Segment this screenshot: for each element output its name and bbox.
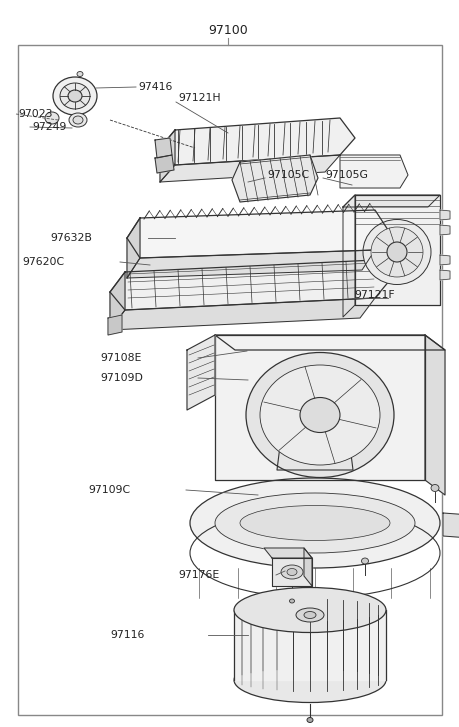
Ellipse shape: [77, 71, 83, 76]
Ellipse shape: [214, 493, 414, 553]
Ellipse shape: [295, 608, 323, 622]
Polygon shape: [439, 255, 449, 265]
Polygon shape: [342, 195, 439, 207]
Polygon shape: [155, 155, 174, 173]
Polygon shape: [160, 130, 174, 182]
Ellipse shape: [73, 116, 83, 124]
Polygon shape: [110, 260, 389, 310]
Polygon shape: [231, 155, 317, 202]
Polygon shape: [214, 335, 424, 480]
Polygon shape: [439, 225, 449, 235]
Text: 97416: 97416: [138, 82, 172, 92]
Ellipse shape: [370, 227, 422, 277]
Text: 97109C: 97109C: [88, 485, 130, 495]
Ellipse shape: [60, 83, 90, 109]
Polygon shape: [110, 298, 374, 330]
Ellipse shape: [286, 569, 297, 576]
Polygon shape: [187, 335, 214, 410]
Ellipse shape: [190, 478, 439, 568]
Ellipse shape: [69, 113, 87, 127]
Ellipse shape: [68, 90, 82, 102]
Text: 97108E: 97108E: [100, 353, 141, 363]
Text: 97121F: 97121F: [353, 290, 394, 300]
Ellipse shape: [280, 565, 302, 579]
Text: 97632B: 97632B: [50, 233, 92, 243]
Text: 97100: 97100: [207, 23, 247, 36]
Polygon shape: [127, 210, 387, 258]
Ellipse shape: [362, 220, 430, 284]
Ellipse shape: [361, 558, 368, 564]
Ellipse shape: [45, 112, 59, 124]
Ellipse shape: [246, 353, 393, 478]
Polygon shape: [439, 270, 449, 280]
Text: 97116: 97116: [110, 630, 144, 640]
Polygon shape: [110, 272, 125, 330]
Polygon shape: [108, 315, 122, 335]
Text: 97249: 97249: [32, 122, 66, 132]
Polygon shape: [234, 610, 385, 680]
Text: 97105G: 97105G: [325, 170, 367, 180]
Polygon shape: [342, 195, 354, 317]
Polygon shape: [127, 250, 374, 278]
Polygon shape: [354, 195, 439, 305]
Text: 97121H: 97121H: [178, 93, 220, 103]
Polygon shape: [160, 118, 354, 165]
Polygon shape: [442, 513, 459, 538]
Polygon shape: [263, 548, 311, 558]
Ellipse shape: [430, 484, 438, 491]
Polygon shape: [276, 446, 352, 470]
Ellipse shape: [386, 242, 406, 262]
Polygon shape: [424, 335, 444, 495]
Polygon shape: [127, 218, 140, 278]
Polygon shape: [160, 155, 339, 182]
Polygon shape: [214, 335, 444, 350]
Ellipse shape: [259, 365, 379, 465]
Text: 97109D: 97109D: [100, 373, 143, 383]
Text: 97023: 97023: [18, 109, 52, 119]
Text: 97620C: 97620C: [22, 257, 64, 267]
Polygon shape: [339, 155, 407, 188]
Ellipse shape: [240, 505, 389, 540]
Ellipse shape: [303, 611, 315, 619]
Ellipse shape: [53, 77, 97, 115]
Ellipse shape: [234, 657, 385, 702]
Polygon shape: [155, 138, 172, 158]
Polygon shape: [439, 210, 449, 220]
Ellipse shape: [306, 718, 312, 723]
Text: 97176E: 97176E: [178, 570, 219, 580]
Text: 97105C: 97105C: [266, 170, 308, 180]
Polygon shape: [271, 558, 311, 586]
Ellipse shape: [299, 398, 339, 433]
Ellipse shape: [289, 599, 294, 603]
Ellipse shape: [234, 587, 385, 632]
Polygon shape: [303, 548, 311, 586]
